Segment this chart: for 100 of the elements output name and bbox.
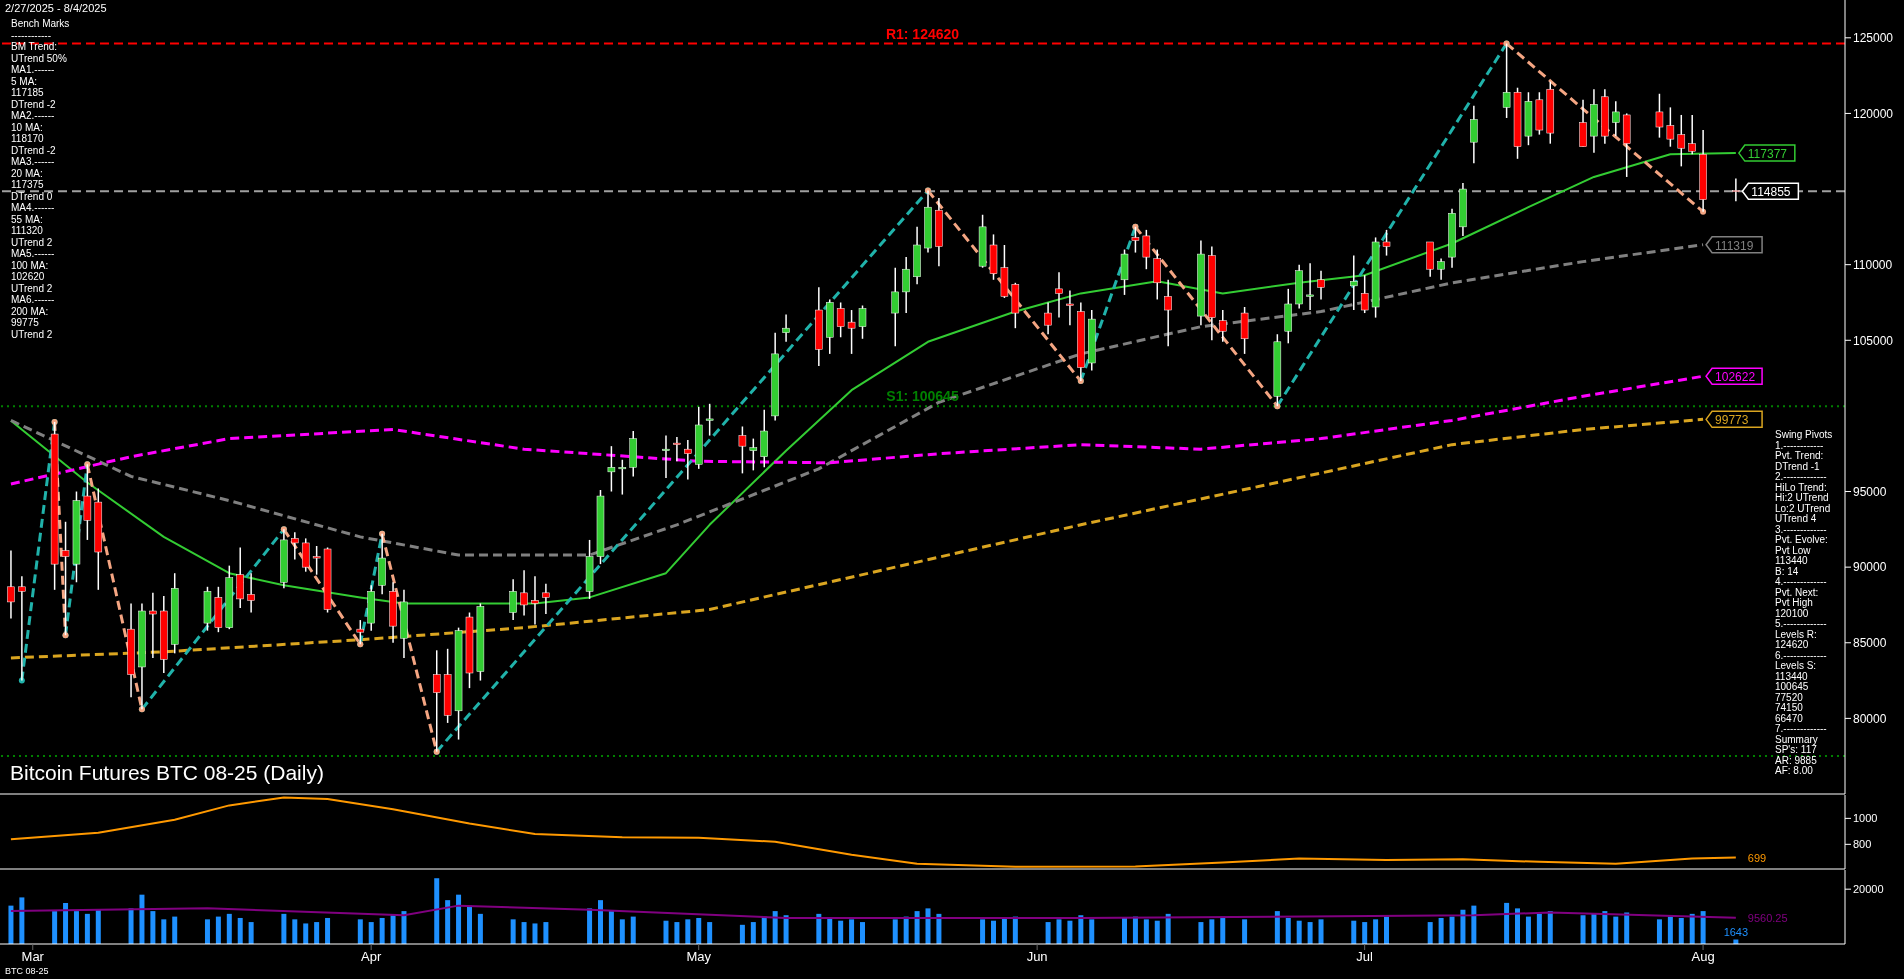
bar [139,894,145,944]
candlestick [247,572,255,614]
x-tick-label: Aug [1691,949,1715,965]
candlestick [1677,114,1686,168]
bar [1460,909,1466,944]
bar [1122,917,1128,944]
candlestick [1055,271,1063,319]
bar [674,922,680,944]
bar [477,913,483,944]
data-label: 699 [1747,851,1767,864]
bar [1525,916,1531,944]
bar [597,900,603,944]
candlestick [1382,229,1391,257]
bar [750,922,756,944]
bar [783,915,789,944]
candlestick [1317,269,1325,301]
bar [1351,920,1357,944]
candlestick [520,569,528,617]
candlestick [149,592,157,659]
x-tick-label: Mar [21,949,45,965]
bar [914,911,920,944]
bar [445,900,451,944]
x-tick-label: May [686,949,712,965]
bar [1318,919,1324,944]
bar [761,916,767,944]
bar [1067,920,1073,944]
bar [696,917,702,944]
bar [204,919,210,944]
candlestick [782,313,790,343]
data-label: 9560.25 [1747,912,1788,925]
line-series [9,417,1705,660]
text: 114855 [1751,185,1791,200]
bar [685,919,691,944]
y-tick-label: 20000 [1853,883,1884,896]
bar [827,917,833,944]
bar [434,878,440,944]
bar [1515,908,1521,944]
bar [1078,915,1084,944]
data-label: 99773 [1715,413,1749,428]
candlestick [1612,100,1620,137]
candlestick [1164,279,1172,348]
candlestick [858,304,867,340]
y-tick-label: 90000 [1853,560,1887,575]
candlestick [902,256,910,314]
bar [73,911,79,944]
candlestick [705,403,714,437]
candlestick [7,549,15,620]
candlestick [1470,105,1478,165]
data-label: 117377 [1747,147,1788,162]
candlestick [1066,289,1074,326]
bar [1296,920,1302,944]
y-tick-label: 105000 [1853,333,1894,348]
bar [1285,917,1291,944]
y-tick-label: 1000 [1853,812,1878,825]
y-tick-label: 120000 [1853,106,1894,121]
bar [1056,919,1062,944]
bar [226,913,232,944]
bar [8,905,14,944]
bar [325,917,331,944]
bar [128,908,134,944]
bar [1678,917,1684,944]
candlestick [61,521,70,636]
bar [1438,917,1444,944]
bar [1591,913,1597,944]
bar [1700,911,1706,944]
bar [510,919,516,944]
candlestick [1350,254,1358,311]
bar [1656,919,1662,944]
bar [161,919,167,944]
bar [991,920,996,944]
candlestick [662,434,670,479]
bar [587,908,593,944]
y-tick-label: 110000 [1853,257,1893,272]
text: BTC 08-25 [5,966,49,978]
bar [368,922,374,944]
candlestick [1306,262,1314,311]
ref-line-label: S1: 100645 [886,388,959,405]
line-series [9,796,1737,868]
bar [292,919,298,944]
bar [1536,913,1542,944]
bar [772,911,778,944]
bar [1373,919,1379,944]
candlestick [1732,177,1740,202]
bar [1602,911,1608,944]
bar [281,913,287,944]
candlestick [1655,93,1664,139]
bar [1198,922,1204,944]
candlestick [1219,309,1227,343]
bar [456,894,462,944]
bar [1580,915,1586,944]
candlestick [749,437,758,472]
annotation: 2/27/2025 - 8/4/2025 [5,2,107,15]
candlestick [836,301,845,339]
y-tick-label: 95000 [1853,484,1887,499]
bar [1624,912,1630,944]
bar [892,919,898,944]
bar [52,911,58,944]
bar [150,911,156,944]
bar [19,897,25,944]
bar [1504,902,1510,944]
